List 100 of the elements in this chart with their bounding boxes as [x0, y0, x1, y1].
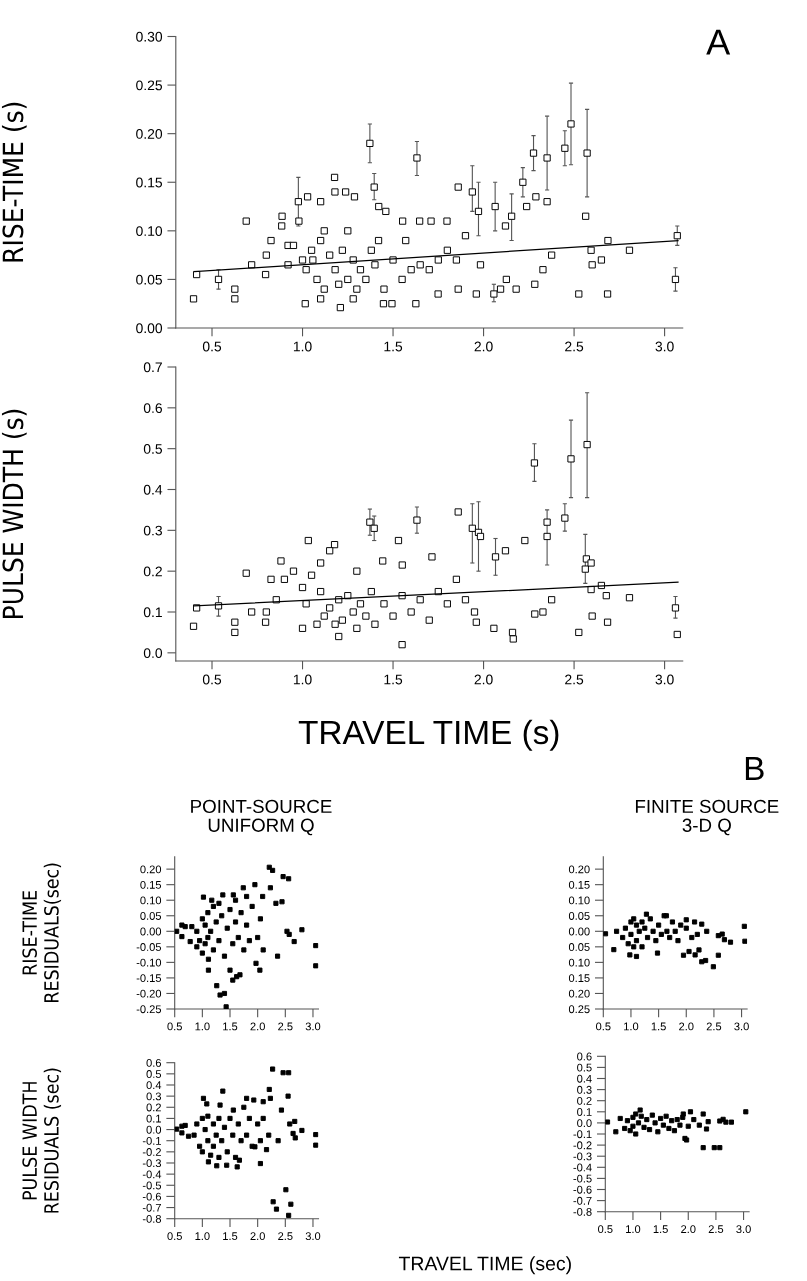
y-tick-label: 0.3 — [577, 1085, 592, 1094]
y-tick-label: -0.10 — [136, 958, 162, 967]
y-axis-title: PULSE WIDTH (s) — [1, 409, 27, 618]
y-tick-label: 0.6 — [146, 1058, 162, 1067]
x-tick-label: 3.0 — [305, 1232, 321, 1241]
y-tick-label: -0.7 — [573, 1196, 592, 1205]
x-tick-label: 1.5 — [653, 1225, 668, 1234]
x-tick-label: 2.0 — [250, 1022, 265, 1031]
y-tick-label: 0.10 — [568, 896, 590, 905]
y-tick-label: 0.10 — [568, 958, 590, 967]
y-tick-label: 0.1 — [577, 1108, 592, 1116]
y-tick-label: -0.05 — [136, 943, 162, 951]
y-tick-label: 0.3 — [146, 1092, 162, 1101]
x-tick-label: 0.5 — [202, 341, 222, 352]
x-tick-label: 1.0 — [293, 674, 312, 685]
x-tick-label: 2.0 — [679, 1022, 694, 1031]
text: B — [745, 757, 764, 781]
x-tick-label: 2.5 — [278, 1022, 293, 1031]
y-tick-label: 0.5 — [143, 444, 163, 454]
y-tick-label: 0.2 — [146, 1103, 161, 1112]
y-tick-label: -0.3 — [142, 1159, 162, 1168]
y-tick-label: 0.20 — [568, 865, 590, 874]
x-tick-label: 2.5 — [565, 341, 584, 352]
x-tick-label: 1.5 — [651, 1022, 666, 1031]
y-tick-label: 0.00 — [136, 323, 163, 334]
x-tick-label: 2.0 — [250, 1232, 265, 1241]
y-tick-label: 0.25 — [136, 80, 163, 91]
y-tick-label: 0.4 — [143, 484, 163, 495]
y-tick-label: -0.4 — [573, 1163, 592, 1172]
y-tick-label: -0.15 — [136, 974, 162, 983]
y-tick-label: 0.20 — [136, 129, 163, 139]
y-tick-label: 0.2 — [577, 1096, 592, 1105]
x-tick-label: 0.5 — [202, 674, 222, 685]
y-tick-label: 0.25 — [568, 1005, 590, 1014]
y-tick-label: 0.15 — [140, 880, 162, 889]
y-tick-label: 0.05 — [136, 274, 163, 285]
x-tick-label: 2.0 — [474, 674, 493, 685]
y-tick-label: -0.4 — [142, 1170, 162, 1179]
x-tick-label: 3.0 — [736, 1225, 751, 1234]
x-tick-label: 1.5 — [223, 1232, 238, 1241]
x-tick-label: 0.5 — [167, 1022, 182, 1031]
x-tick-label: 3.0 — [655, 341, 674, 352]
y-tick-label: 0.0 — [143, 648, 163, 658]
x-tick-label: 3.0 — [734, 1022, 749, 1031]
x-tick-label: 0.5 — [167, 1232, 182, 1241]
x-tick-label: 0.5 — [598, 1225, 613, 1234]
chart-title: POINT-SOURCE UNIFORM Q — [191, 799, 332, 836]
x-tick-label: 2.0 — [474, 341, 493, 352]
y-tick-label: 0.10 — [140, 896, 162, 905]
x-tick-label: 1.0 — [195, 1022, 210, 1031]
x-tick-label: 2.0 — [681, 1225, 696, 1234]
x-tick-label: 1.0 — [624, 1022, 639, 1031]
y-axis-title: PULSE WIDTH RESIDUALS (sec) — [22, 1068, 62, 1213]
y-tick-label: 0.5 — [577, 1063, 592, 1072]
y-tick-label: 0.4 — [577, 1074, 592, 1083]
y-tick-label: -0.8 — [142, 1214, 162, 1223]
y-tick-label: 0.4 — [146, 1081, 162, 1090]
y-tick-label: -0.2 — [142, 1148, 161, 1156]
y-tick-label: -0.25 — [136, 1005, 162, 1014]
x-tick-label: 3.0 — [655, 674, 674, 685]
x-tick-label: 1.0 — [626, 1225, 641, 1234]
x-axis-title: TRAVEL TIME (s) — [298, 719, 559, 751]
y-tick-label: -0.1 — [573, 1130, 592, 1139]
y-tick-label: 0.30 — [136, 31, 163, 42]
chart-title: FINITE SOURCE 3-D Q — [635, 799, 779, 836]
y-tick-label: 0.5 — [146, 1070, 162, 1078]
y-tick-label: -0.20 — [136, 989, 162, 998]
y-tick-label: 0.0 — [146, 1125, 162, 1134]
y-tick-label: 0.0 — [577, 1119, 592, 1128]
y-tick-label: 0.15 — [568, 880, 590, 889]
y-tick-label: -0.2 — [573, 1141, 592, 1150]
x-tick-label: 2.5 — [708, 1225, 724, 1234]
x-tick-label: 2.5 — [706, 1022, 722, 1031]
y-tick-label: 0.05 — [568, 943, 590, 951]
x-tick-label: 1.0 — [293, 341, 312, 352]
x-tick-label: 1.5 — [384, 674, 403, 685]
x-tick-label: 3.0 — [305, 1022, 321, 1031]
y-tick-label: -0.1 — [142, 1136, 161, 1145]
y-tick-label: 0.05 — [568, 912, 590, 920]
y-tick-label: 0.15 — [568, 974, 590, 983]
y-tick-label: 0.6 — [143, 403, 162, 413]
y-tick-label: -0.7 — [142, 1203, 161, 1212]
y-tick-label: -0.5 — [142, 1181, 162, 1190]
y-tick-label: 0.10 — [136, 226, 163, 236]
y-axis-title: RISE-TIME (s) — [1, 102, 27, 262]
y-tick-label: 0.15 — [136, 177, 163, 188]
y-tick-label: 0.20 — [568, 989, 590, 998]
y-tick-label: -0.5 — [573, 1174, 592, 1183]
y-tick-label: 0.2 — [143, 566, 162, 577]
x-tick-label: 2.5 — [278, 1232, 293, 1241]
y-tick-label: 0.7 — [143, 362, 162, 373]
x-tick-label: 1.5 — [384, 341, 403, 352]
y-tick-label: 0.3 — [143, 525, 162, 536]
y-tick-label: 0.05 — [140, 912, 162, 920]
y-tick-label: 0.6 — [577, 1052, 592, 1061]
x-axis-title: TRAVEL TIME (sec) — [398, 1256, 571, 1275]
y-axis-title: RISE-TIME RESIDUALS(sec) — [22, 863, 62, 1002]
y-tick-label: -0.8 — [573, 1207, 592, 1216]
y-tick-label: 0.1 — [143, 607, 162, 618]
y-tick-label: 0.00 — [568, 927, 590, 936]
